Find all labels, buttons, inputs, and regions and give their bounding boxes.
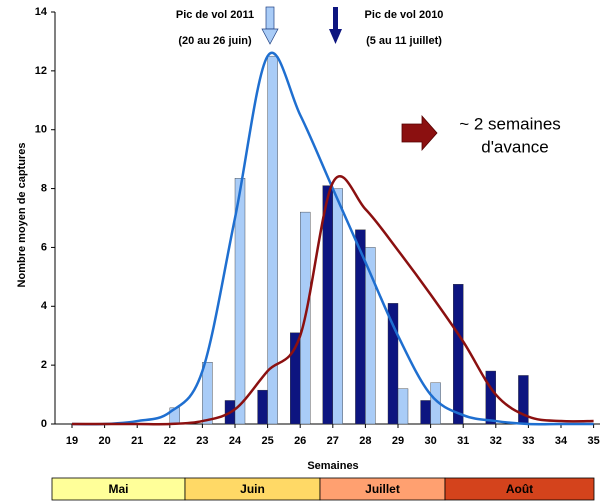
bar	[202, 362, 213, 425]
x-tick-label: 30	[424, 435, 436, 447]
bar	[397, 388, 409, 425]
annotation: (20 au 26 juin)	[178, 35, 252, 47]
annotation: d'avance	[481, 137, 549, 156]
trend-line	[71, 51, 594, 426]
bar	[453, 284, 464, 425]
month-label: Juin	[240, 482, 265, 496]
x-tick-label: 24	[229, 435, 242, 447]
bar	[322, 185, 333, 425]
x-tick-label: 22	[164, 435, 176, 447]
x-tick-label: 34	[555, 435, 568, 447]
y-tick-label: 2	[41, 359, 47, 371]
month-band: Mai Juin Juillet Août	[51, 477, 595, 501]
month-label: Mai	[108, 482, 128, 496]
annotation: ~ 2 semaines	[459, 114, 561, 133]
x-axis-label: Semaines	[307, 460, 358, 472]
y-axis-label: Nombre moyen de captures	[16, 143, 28, 288]
annotation: Pic de vol 2010	[365, 9, 444, 21]
x-tick-label: 31	[457, 435, 469, 447]
x-tick-label: 26	[294, 435, 306, 447]
arrow-2010	[329, 7, 342, 44]
annotation: (5 au 11 juillet)	[366, 35, 442, 47]
trend-line	[72, 174, 594, 426]
x-tick-label: 25	[261, 435, 273, 447]
bar	[365, 247, 376, 425]
x-tick-label: 23	[196, 435, 208, 447]
month-label: Août	[506, 482, 533, 496]
x-tick-label: 27	[327, 435, 339, 447]
bar	[420, 400, 431, 425]
y-tick-label: 8	[41, 182, 47, 194]
y-tick-label: 14	[35, 6, 48, 18]
y-tick-label: 4	[41, 300, 48, 312]
y-tick-label: 0	[41, 418, 47, 430]
bar	[267, 55, 278, 425]
y-tick-label: 12	[35, 65, 47, 77]
shift-arrow	[401, 114, 438, 152]
month-label: Juillet	[365, 482, 400, 496]
x-tick-label: 21	[131, 435, 143, 447]
x-tick-label: 33	[522, 435, 534, 447]
x-tick-label: 32	[490, 435, 502, 447]
x-tick-label: 20	[98, 435, 110, 447]
arrow-2011	[261, 6, 279, 45]
y-tick-label: 10	[35, 124, 47, 136]
bar	[485, 370, 496, 425]
bar	[332, 188, 343, 425]
bar	[234, 178, 246, 425]
bar	[387, 303, 399, 425]
annotation: Pic de vol 2011	[176, 9, 254, 21]
x-tick-label: 28	[359, 435, 371, 447]
x-tick-label: 29	[392, 435, 404, 447]
bar	[257, 389, 268, 425]
x-tick-label: 35	[587, 435, 599, 447]
month-cell	[444, 477, 595, 501]
y-tick-label: 6	[41, 241, 47, 253]
x-tick-label: 19	[66, 435, 78, 447]
